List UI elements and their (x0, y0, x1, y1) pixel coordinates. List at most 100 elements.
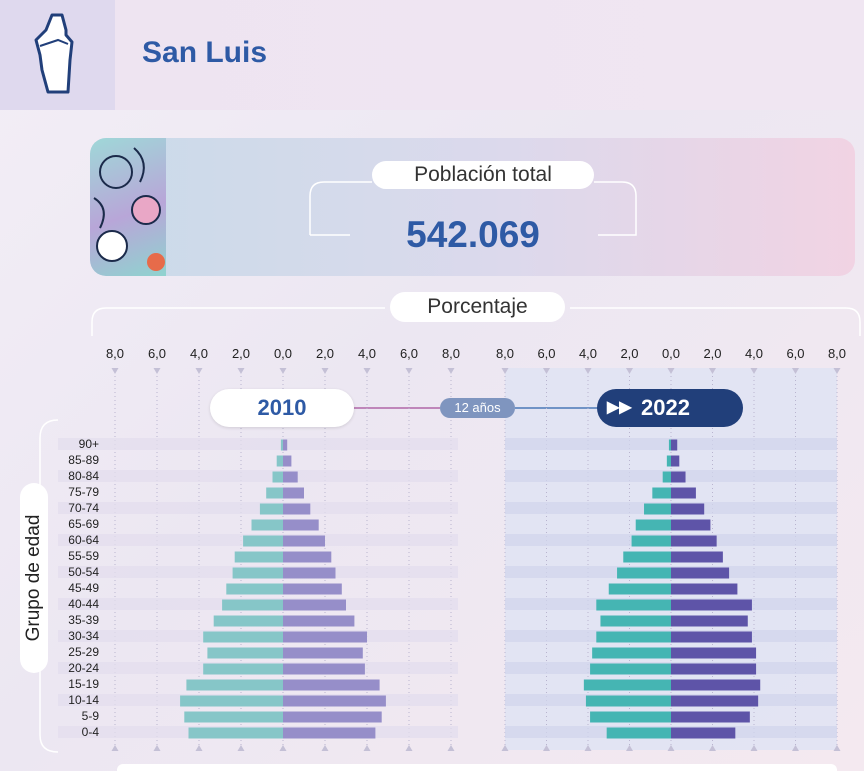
tick-marker-bottom (750, 745, 758, 751)
age-group-label: 45-49 (68, 581, 99, 595)
bar-male-2022-5-9 (590, 711, 671, 723)
tick-marker-bottom (833, 745, 841, 751)
bar-male-2022-25-29 (592, 647, 671, 659)
bar-male-2022-45-49 (608, 583, 671, 595)
bars (180, 439, 761, 739)
province-map-box (0, 0, 115, 110)
age-group-label: 25-29 (68, 645, 99, 659)
age-group-label: 85-89 (68, 453, 99, 467)
age-group-label: 20-24 (68, 661, 99, 675)
y-axis-label-pill (20, 483, 48, 673)
bar-female-2022-0-4 (671, 727, 736, 739)
years-gap-badge: 12 años (440, 398, 515, 418)
bar-male-2022-35-39 (600, 615, 671, 627)
bar-female-2010-30-34 (283, 631, 367, 643)
tick-marker-top (543, 368, 550, 374)
bar-male-2010-10-14 (180, 695, 283, 707)
bar-female-2022-55-59 (671, 551, 723, 563)
bar-female-2022-80-84 (671, 471, 686, 483)
x-tick-label: 2,0 (232, 346, 250, 361)
bar-female-2022-5-9 (671, 711, 750, 723)
bar-male-2022-55-59 (623, 551, 671, 563)
bar-female-2022-30-34 (671, 631, 752, 643)
x-tick-label: 4,0 (190, 346, 208, 361)
bar-female-2010-25-29 (283, 647, 363, 659)
bar-female-2010-45-49 (283, 583, 342, 595)
age-group-label: 0-4 (82, 725, 100, 739)
axis-title: Porcentaje (390, 292, 565, 322)
bar-male-2022-20-24 (590, 663, 671, 675)
bar-male-2022-40-44 (596, 599, 671, 611)
bar-female-2010-40-44 (283, 599, 346, 611)
bar-male-2022-15-19 (583, 679, 671, 691)
age-group-label: 60-64 (68, 533, 99, 547)
bar-male-2022-85-89 (666, 455, 671, 467)
bar-male-2022-0-4 (606, 727, 671, 739)
bar-female-2022-35-39 (671, 615, 748, 627)
bar-male-2010-80-84 (272, 471, 283, 483)
tick-marker-bottom (447, 745, 455, 751)
bar-male-2022-65-69 (635, 519, 671, 531)
bar-female-2022-90+ (671, 439, 678, 451)
tick-marker-top (584, 368, 592, 374)
bar-male-2010-85-89 (276, 455, 283, 467)
tick-marker-bottom (584, 745, 592, 751)
tick-marker-top (153, 368, 161, 374)
bar-female-2010-70-74 (283, 503, 311, 515)
bar-female-2010-5-9 (283, 711, 382, 723)
bar-female-2022-45-49 (671, 583, 738, 595)
tick-marker-top (750, 368, 758, 374)
x-tick-label: 2,0 (620, 346, 638, 361)
illustration-image (90, 138, 166, 276)
x-tick-label: 8,0 (442, 346, 460, 361)
bracket-right-line (570, 307, 861, 336)
bar-male-2010-20-24 (203, 663, 283, 675)
x-tick-label: 6,0 (400, 346, 418, 361)
tick-marker-top (405, 368, 413, 374)
bar-female-2022-20-24 (671, 663, 757, 675)
tick-marker-top (667, 368, 675, 374)
age-group-label: 55-59 (68, 549, 99, 563)
tick-marker-top (279, 368, 287, 374)
x-tick-label: 8,0 (496, 346, 514, 361)
tick-marker-top (237, 368, 245, 374)
bar-female-2022-65-69 (671, 519, 711, 531)
tick-marker-bottom (321, 745, 329, 751)
age-group-label: 35-39 (68, 613, 99, 627)
x-tick-label: 4,0 (745, 346, 763, 361)
bar-male-2010-45-49 (226, 583, 283, 595)
tick-marker-top (321, 368, 329, 374)
bar-female-2022-25-29 (671, 647, 757, 659)
tick-marker-bottom (111, 745, 119, 751)
bar-female-2010-85-89 (283, 455, 292, 467)
age-group-label: 10-14 (68, 693, 99, 707)
x-tick-label: 4,0 (358, 346, 376, 361)
tick-marker-top (501, 368, 509, 374)
age-group-label: 50-54 (68, 565, 99, 579)
bottom-panel-edge (117, 764, 837, 771)
bar-female-2010-65-69 (283, 519, 319, 531)
row-band (58, 502, 458, 514)
bar-male-2010-75-79 (266, 487, 283, 499)
tick-marker-top (195, 368, 203, 374)
tick-marker-bottom (237, 745, 245, 751)
fast-forward-icon: ▶▶ (607, 399, 632, 416)
bar-male-2022-70-74 (644, 503, 671, 515)
x-tick-label: 0,0 (274, 346, 292, 361)
bar-male-2010-0-4 (188, 727, 283, 739)
tick-labels: 8,0 6,0 4,0 2,0 0,0 2,0 4,0 6,0 8,0 8,0 6,0 4,0 2,0 0… (106, 346, 846, 361)
year-2010-label: 2010 (210, 389, 354, 427)
pop-bracket-right (594, 181, 637, 236)
bar-female-2022-15-19 (671, 679, 761, 691)
bar-female-2010-10-14 (283, 695, 386, 707)
year-2022-label: 2022 (641, 395, 690, 420)
tick-marker-top (447, 368, 455, 374)
bar-male-2022-75-79 (652, 487, 671, 499)
bar-male-2010-15-19 (186, 679, 283, 691)
bar-male-2022-80-84 (662, 471, 671, 483)
bar-male-2010-55-59 (234, 551, 283, 563)
y-axis-label: Grupo de edad (23, 514, 44, 642)
tick-marker-bottom (153, 745, 161, 751)
bar-male-2010-30-34 (203, 631, 283, 643)
